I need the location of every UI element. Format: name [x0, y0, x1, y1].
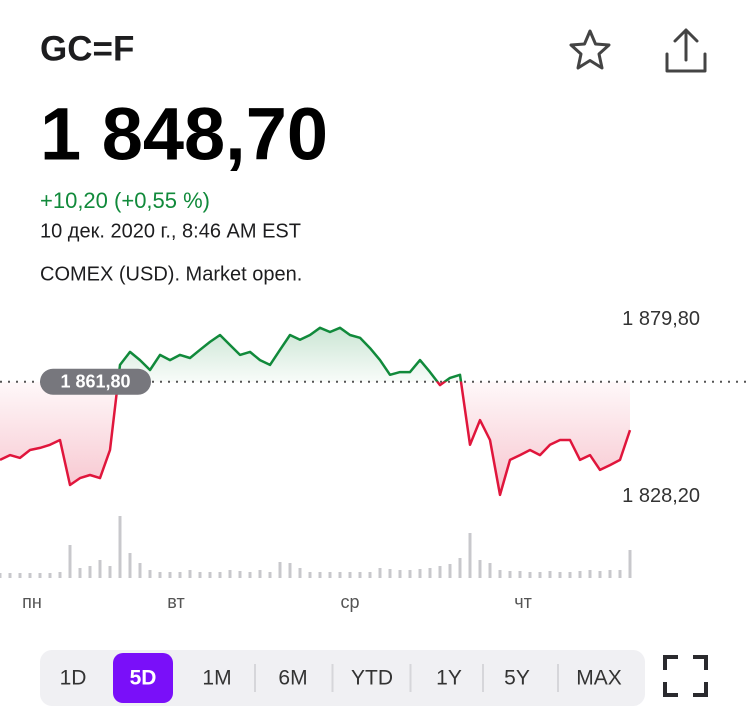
volume-bar [508, 571, 512, 578]
y-tick-label: 1 828,20 [622, 485, 700, 507]
volume-bar [498, 570, 502, 578]
volume-bar [268, 572, 272, 578]
volume-bar [468, 533, 472, 578]
volume-bar [538, 572, 542, 578]
x-tick-label: пн [22, 592, 42, 612]
volume-bar [428, 568, 432, 578]
volume-bar [218, 572, 222, 578]
range-bar [40, 650, 645, 706]
y-tick-label: 1 879,80 [622, 308, 700, 330]
range-option[interactable]: 1Y [436, 667, 462, 690]
share-button[interactable] [665, 28, 707, 73]
volume-bar [278, 562, 282, 578]
volume-bar [188, 570, 192, 578]
volume-bar [108, 566, 112, 578]
volume-bar [0, 573, 2, 578]
volume-bar [238, 571, 242, 578]
volume-bar [368, 572, 372, 578]
volume-bar [198, 572, 202, 578]
volume-bar [418, 569, 422, 578]
volume-bar [128, 553, 132, 578]
range-option[interactable]: 5D [130, 667, 157, 690]
price: 1 848,70 [40, 93, 328, 176]
volume-bar [8, 573, 12, 578]
volume-bar [518, 571, 522, 578]
volume-bar [98, 560, 102, 578]
exchange-status: COMEX (USD). Market open. [40, 263, 302, 285]
volume-bar [598, 571, 602, 578]
volume-bar [58, 572, 62, 578]
volume-bar [308, 572, 312, 578]
volume-bar [528, 572, 532, 578]
volume-bar [88, 566, 92, 578]
volume-bar [48, 573, 52, 578]
range-option[interactable]: 1D [60, 667, 87, 690]
price-area [0, 327, 630, 495]
volume-bar [458, 558, 462, 578]
volume-bar [18, 573, 22, 578]
volume-bar [68, 545, 72, 578]
volume-bar [558, 572, 562, 578]
volume-bar [488, 563, 492, 578]
x-tick-label: ср [340, 592, 359, 612]
previous-close-badge [40, 368, 151, 395]
volume-bar [118, 516, 122, 578]
volume-bar [608, 570, 612, 578]
volume-bar [478, 560, 482, 578]
volume-bar [388, 569, 392, 578]
volume-bar [78, 568, 82, 578]
previous-close-label: 1 861,80 [60, 371, 130, 391]
volume-bar [378, 568, 382, 578]
price-change: +10,20 (+0,55 %) [40, 188, 210, 213]
volume-bar [38, 573, 42, 578]
symbol: GC=F [40, 29, 134, 68]
volume-bar [288, 563, 292, 578]
volume-bar [618, 570, 622, 578]
volume-bar [168, 572, 172, 578]
range-option[interactable]: 1M [202, 667, 231, 690]
range-selector: 1D 5D 1M 6M YTD 1Y 5Y MAX [60, 653, 622, 703]
volume-bar [548, 571, 552, 578]
volume-bar [628, 550, 632, 578]
price-line [0, 326, 632, 497]
volume-bar [568, 572, 572, 578]
fullscreen-button[interactable] [663, 655, 708, 697]
volume-bar [408, 570, 412, 578]
range-option[interactable]: 5Y [504, 667, 530, 690]
timestamp: 10 дек. 2020 г., 8:46 AM EST [40, 220, 301, 242]
volume-bar [138, 563, 142, 578]
volume-bar [178, 572, 182, 578]
volume-bar [228, 570, 232, 578]
volume-bar [358, 572, 362, 578]
range-selected-bg [113, 653, 173, 703]
volume-bar [578, 571, 582, 578]
star-button[interactable] [569, 29, 611, 70]
volume-bar [148, 570, 152, 578]
volume-bar [328, 572, 332, 578]
volume-bar [338, 572, 342, 578]
volume-bar [158, 572, 162, 578]
volume-bar [398, 570, 402, 578]
range-option[interactable]: 6M [278, 667, 307, 690]
range-option[interactable]: MAX [576, 667, 622, 690]
volume-bar [208, 572, 212, 578]
volume-bar [588, 570, 592, 578]
volume-bar [248, 572, 252, 578]
volume-bar [448, 564, 452, 578]
volume-bar [438, 566, 442, 578]
volume-bar [298, 568, 302, 578]
price-chart: 1 861,80 1 879,80 1 828,20 пн вт ср чт [0, 308, 750, 612]
volume-bar [348, 572, 352, 578]
volume-bar [28, 573, 32, 578]
range-option[interactable]: YTD [351, 667, 393, 690]
x-tick-label: вт [167, 592, 184, 612]
x-tick-label: чт [514, 592, 532, 612]
volume-bar [258, 570, 262, 578]
volume-bar [318, 572, 322, 578]
